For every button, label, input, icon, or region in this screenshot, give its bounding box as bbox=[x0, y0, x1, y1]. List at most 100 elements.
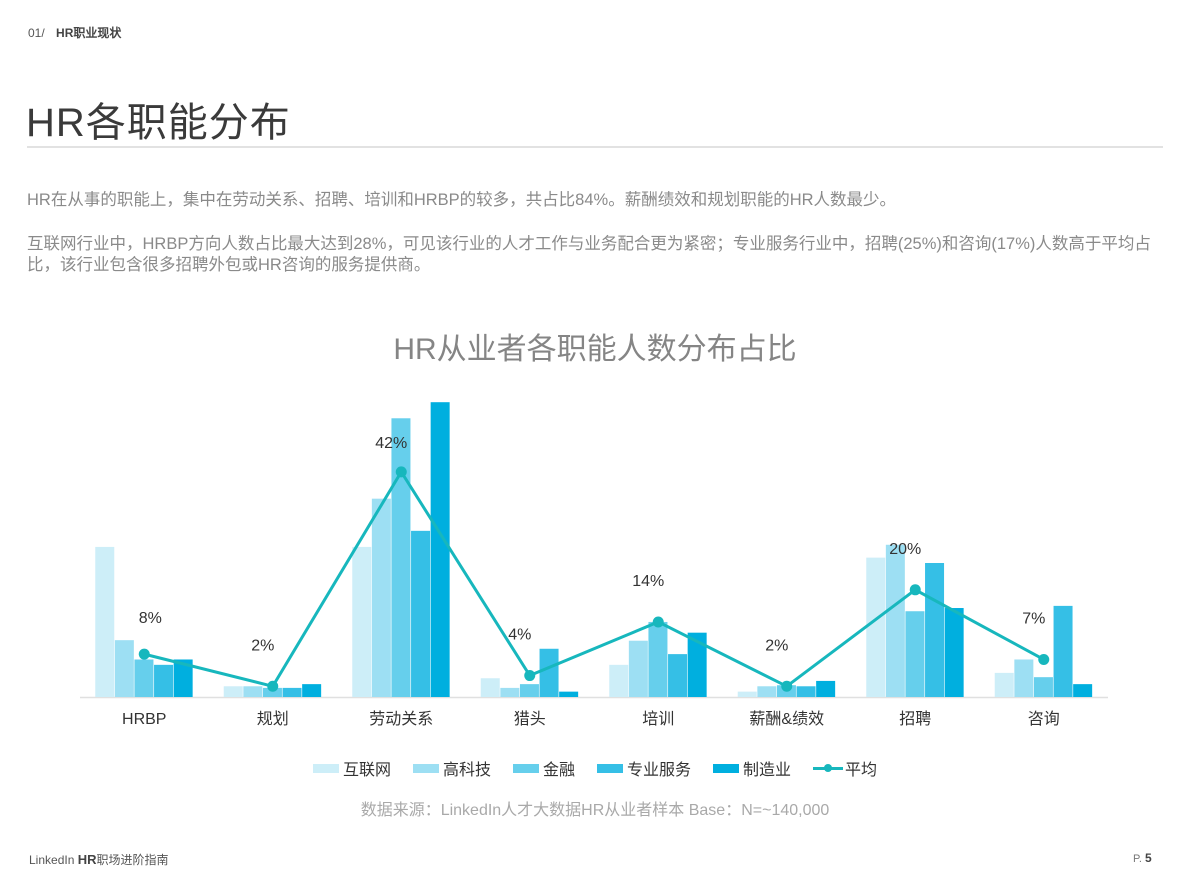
bar bbox=[609, 664, 629, 697]
legend-item: 制造业 bbox=[713, 756, 791, 780]
average-value-label: 14% bbox=[632, 573, 664, 590]
chart-legend: 互联网 高科技 金融 专业服务 制造业 平均 bbox=[0, 756, 1190, 780]
average-point bbox=[652, 616, 664, 628]
legend-item: 互联网 bbox=[312, 756, 391, 780]
bar bbox=[687, 632, 707, 697]
line-marker-icon bbox=[813, 762, 844, 774]
x-tick-label: 薪酬&绩效 bbox=[749, 710, 824, 728]
average-value-label: 8% bbox=[139, 610, 162, 627]
color-swatch-icon bbox=[597, 763, 623, 773]
page-number: P. 5 bbox=[1133, 851, 1152, 865]
bar bbox=[796, 686, 816, 697]
bar bbox=[757, 686, 777, 697]
average-value-label: 2% bbox=[765, 637, 788, 654]
title-divider bbox=[27, 146, 1163, 148]
x-tick-label: HRBP bbox=[122, 711, 166, 728]
bar bbox=[539, 648, 559, 697]
average-point bbox=[909, 584, 921, 596]
x-tick-label: 咨询 bbox=[1028, 710, 1060, 728]
legend-label: 平均 bbox=[845, 762, 878, 779]
average-value-label: 4% bbox=[508, 627, 531, 644]
bar bbox=[905, 611, 925, 697]
bar bbox=[430, 402, 450, 697]
bar bbox=[173, 659, 193, 697]
bar bbox=[302, 684, 322, 697]
legend-item: 专业服务 bbox=[597, 756, 691, 780]
page-prefix: P. bbox=[1133, 853, 1146, 865]
bar bbox=[648, 621, 668, 697]
bar bbox=[154, 664, 174, 697]
page-number-value: 5 bbox=[1145, 851, 1152, 865]
bar bbox=[1053, 605, 1073, 697]
footer-brand-bold: HR bbox=[77, 852, 97, 867]
bar bbox=[668, 654, 688, 697]
bar bbox=[1014, 659, 1034, 697]
bar bbox=[352, 546, 372, 697]
average-value-label: 7% bbox=[1022, 610, 1045, 627]
bar bbox=[519, 684, 539, 697]
bar bbox=[411, 530, 431, 697]
x-tick-label: 猎头 bbox=[514, 710, 546, 728]
bar bbox=[134, 659, 154, 697]
color-swatch-icon bbox=[512, 763, 539, 773]
legend-item: 平均 bbox=[813, 756, 877, 780]
x-tick-label: 劳动关系 bbox=[369, 710, 433, 728]
average-point bbox=[781, 680, 793, 692]
footer-brand-name: LinkedIn bbox=[29, 853, 78, 867]
bar bbox=[628, 640, 648, 697]
x-tick-label: 规划 bbox=[257, 710, 289, 728]
bar bbox=[1033, 677, 1053, 697]
color-swatch-icon bbox=[312, 763, 339, 773]
bar bbox=[944, 608, 964, 697]
footer-brand-suffix: 职场进阶指南 bbox=[96, 853, 169, 867]
bar bbox=[371, 498, 391, 697]
x-tick-label: 培训 bbox=[642, 710, 674, 728]
bar bbox=[737, 691, 757, 697]
legend-label: 专业服务 bbox=[627, 762, 692, 779]
bar bbox=[95, 546, 115, 697]
average-value-label: 20% bbox=[889, 541, 921, 558]
bar bbox=[816, 680, 836, 697]
breadcrumb-number: 01/ bbox=[28, 26, 45, 40]
footer-brand: LinkedIn HR职场进阶指南 bbox=[29, 851, 169, 868]
legend-item: 金融 bbox=[512, 756, 575, 780]
bar bbox=[262, 687, 282, 697]
bar bbox=[885, 544, 905, 697]
average-point bbox=[138, 648, 150, 660]
average-value-label: 2% bbox=[251, 637, 274, 654]
bar bbox=[243, 686, 263, 697]
legend-label: 高科技 bbox=[442, 762, 491, 779]
legend-label: 金融 bbox=[542, 762, 575, 779]
average-point bbox=[524, 670, 536, 682]
legend-label: 制造业 bbox=[743, 762, 792, 779]
bar bbox=[1073, 684, 1093, 697]
bar bbox=[866, 557, 886, 697]
bar bbox=[559, 691, 579, 697]
color-swatch-icon bbox=[412, 763, 439, 773]
bar bbox=[282, 687, 302, 697]
summary-paragraph-2: 互联网行业中，HRBP方向人数占比最大达到28%，可见该行业的人才工作与业务配合… bbox=[27, 235, 1151, 274]
color-swatch-icon bbox=[713, 763, 740, 773]
bar bbox=[480, 678, 500, 697]
bar bbox=[223, 686, 243, 697]
bar bbox=[391, 418, 411, 697]
x-tick-label: 招聘 bbox=[899, 710, 931, 728]
breadcrumb: 01/ HR职业现状 bbox=[28, 24, 121, 41]
bar bbox=[500, 687, 520, 697]
average-line bbox=[143, 469, 1045, 689]
bar bbox=[114, 640, 134, 697]
average-value-label: 42% bbox=[375, 435, 407, 452]
breadcrumb-section: HR职业现状 bbox=[56, 26, 122, 40]
legend-item: 高科技 bbox=[412, 756, 491, 780]
page-title: HR各职能分布 bbox=[26, 101, 291, 145]
average-point bbox=[1038, 653, 1050, 665]
summary-paragraph-1: HR在从事的职能上，集中在劳动关系、招聘、培训和HRBP的较多，共占比84%。薪… bbox=[27, 191, 897, 209]
data-source-note: 数据来源：LinkedIn人才大数据HR从业者样本 Base：N=~140,00… bbox=[360, 802, 830, 819]
bar bbox=[925, 563, 945, 697]
average-point bbox=[267, 680, 279, 692]
average-point bbox=[395, 466, 407, 478]
bar bbox=[994, 672, 1014, 697]
chart-title: HR从业者各职能人数分布占比 bbox=[393, 333, 797, 366]
legend-label: 互联网 bbox=[342, 762, 391, 779]
